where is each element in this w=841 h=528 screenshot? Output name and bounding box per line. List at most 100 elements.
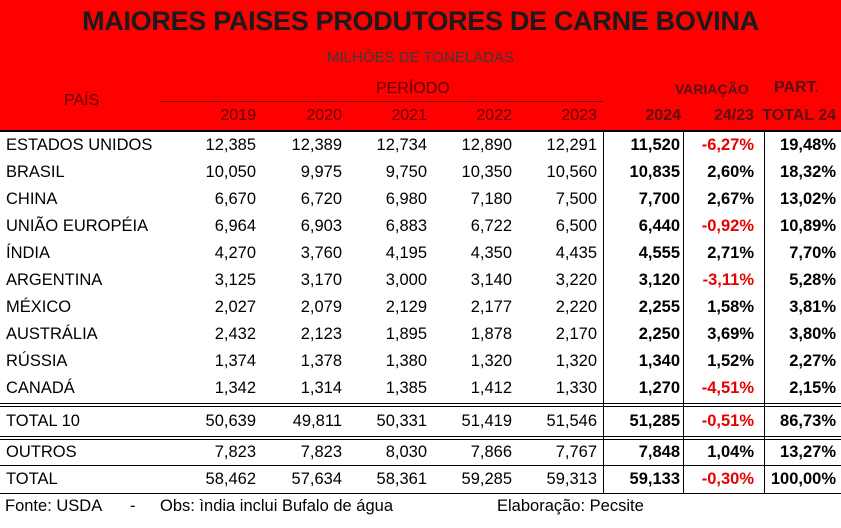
year-value: 2,170 [555,325,597,343]
year-value: 2,177 [470,298,512,316]
year-value: 7,767 [555,443,597,461]
year-value: 1,314 [300,379,342,397]
variation-value: 2,60% [707,163,754,181]
year-value: 7,823 [214,443,256,461]
year-value: 2,129 [385,298,427,316]
year-value: 51,546 [546,412,597,430]
year-value: 9,975 [300,163,342,181]
header-pais: PAÍS [64,92,100,109]
year-value: 9,750 [385,163,427,181]
value-2024: 2,250 [638,325,680,343]
year-value: 50,331 [376,412,427,430]
share-value: 13,02% [780,190,836,208]
year-value: 7,823 [300,443,342,461]
header-year-2020: 2020 [306,107,342,124]
header-year-2021: 2021 [391,107,427,124]
table-row: ARGENTINA 3,125 3,170 3,000 3,140 3,220 3,120 -… [0,267,841,294]
year-value: 12,734 [376,136,427,154]
year-value: 1,374 [214,352,256,370]
country-name: TOTAL [6,470,58,488]
footer-separator: - [130,497,136,515]
variation-value: 1,04% [707,443,754,461]
rule-before-total10 [0,403,841,404]
table-row: RÚSSIA 1,374 1,378 1,380 1,320 1,320 1,340 1,52… [0,348,841,375]
table-row: BRASIL 10,050 9,975 9,750 10,350 10,560 10,835… [0,159,841,186]
year-value: 1,412 [470,379,512,397]
header-year-2019: 2019 [220,107,256,124]
country-name: OUTROS [6,443,77,461]
year-value: 6,500 [555,217,597,235]
year-value: 1,378 [300,352,342,370]
year-value: 10,350 [461,163,512,181]
column-divider-2024 [603,130,604,493]
value-2024: 11,520 [630,136,680,154]
year-value: 1,330 [555,379,597,397]
share-value: 18,32% [780,163,836,181]
rule-before-total [0,465,841,466]
year-value: 4,435 [555,244,597,262]
header-variacao: VARIAÇÃO [675,81,749,97]
year-value: 3,125 [214,271,256,289]
year-value: 4,350 [470,244,512,262]
footer-observation: Obs: ìndia inclui Bufalo de água [160,497,393,515]
year-value: 2,432 [214,325,256,343]
header-bottom-rule [0,130,841,132]
table-row: UNIÃO EUROPÉIA 6,964 6,903 6,883 6,722 6,500 6… [0,213,841,240]
year-value: 6,883 [385,217,427,235]
year-value: 4,195 [385,244,427,262]
year-value: 10,560 [546,163,597,181]
year-value: 1,320 [470,352,512,370]
country-name: UNIÃO EUROPÉIA [6,217,149,235]
column-divider-variacao [683,130,684,493]
table-row: CANADÁ 1,342 1,314 1,385 1,412 1,330 1,270 -4,5… [0,375,841,402]
table-row: ESTADOS UNIDOS 12,385 12,389 12,734 12,890 12… [0,132,841,159]
country-name: BRASIL [6,163,65,181]
header-part-sub: TOTAL 24 [762,107,836,124]
year-value: 2,079 [300,298,342,316]
rule-before-outros [0,436,841,437]
variation-value: 1,58% [707,298,754,316]
share-value: 3,81% [789,298,836,316]
year-value: 6,903 [300,217,342,235]
table-row: OUTROS 7,823 7,823 8,030 7,866 7,767 7,848 1,04… [0,439,841,466]
share-value: 2,27% [789,352,836,370]
value-2024: 4,555 [638,244,680,262]
value-2024: 10,835 [629,163,680,181]
year-value: 2,220 [555,298,597,316]
year-value: 7,180 [470,190,512,208]
rule-after-total [0,493,841,494]
year-value: 7,500 [555,190,597,208]
year-value: 12,385 [205,136,256,154]
table-row: TOTAL 10 50,639 49,811 50,331 51,419 51,546 51… [0,408,841,435]
year-value: 2,027 [214,298,256,316]
year-value: 8,030 [385,443,427,461]
table-subtitle: MILHÕES DE TONELADAS [326,49,514,66]
year-value: 50,639 [205,412,256,430]
share-value: 7,70% [789,244,836,262]
value-2024: 51,285 [629,412,680,430]
variation-value: -3,11% [702,271,754,289]
year-value: 1,878 [470,325,512,343]
column-divider-part [764,130,765,493]
country-name: ESTADOS UNIDOS [6,136,153,154]
country-name: CANADÁ [6,379,75,397]
variation-value: 2,67% [707,190,754,208]
variation-value: -0,92% [701,217,754,235]
year-value: 1,385 [385,379,427,397]
value-2024: 3,120 [638,271,680,289]
share-value: 19,48% [780,136,836,154]
footer-source: Fonte: USDA [5,497,103,515]
footer-credit: Elaboração: Pecsite [497,497,644,515]
year-value: 6,980 [385,190,427,208]
year-value: 6,720 [300,190,342,208]
value-2024: 7,848 [638,443,680,461]
header-year-2023: 2023 [561,107,597,124]
variation-value: -0,51% [701,412,754,430]
year-value: 59,313 [546,470,597,488]
share-value: 100,00% [770,470,836,488]
year-value: 1,342 [214,379,256,397]
year-value: 1,320 [555,352,597,370]
share-value: 5,28% [789,271,836,289]
value-2024: 59,133 [629,470,680,488]
